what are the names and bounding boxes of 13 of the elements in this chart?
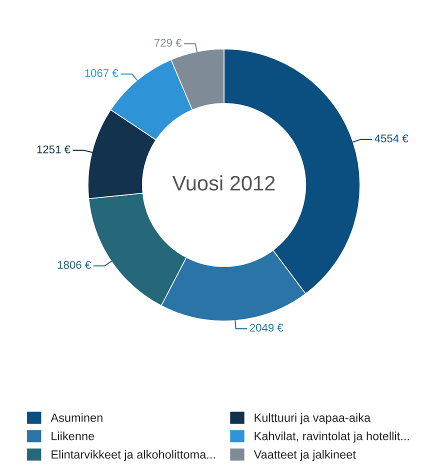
data-label: 1251 € xyxy=(37,145,70,154)
data-label: 729 € xyxy=(154,38,182,47)
legend-label: Liikenne xyxy=(52,432,94,440)
legend-label: Kahvilat, ravintolat ja hotellit... xyxy=(254,432,409,443)
legend-label: Elintarvikkeet ja alkoholittoma... xyxy=(52,450,215,462)
data-label: 2049 € xyxy=(250,324,284,332)
legend-label: Kulttuuri ja vapaa-aika xyxy=(254,413,371,424)
text: Vuosi 2012 xyxy=(172,175,275,191)
data-label: 1806 € xyxy=(58,260,91,269)
legend-label: Asuminen xyxy=(50,413,102,422)
data-label: 4554 € xyxy=(374,134,408,142)
data-label: 1067 € xyxy=(85,69,118,78)
legend-label: Vaatteet ja jalkineet xyxy=(254,450,356,462)
